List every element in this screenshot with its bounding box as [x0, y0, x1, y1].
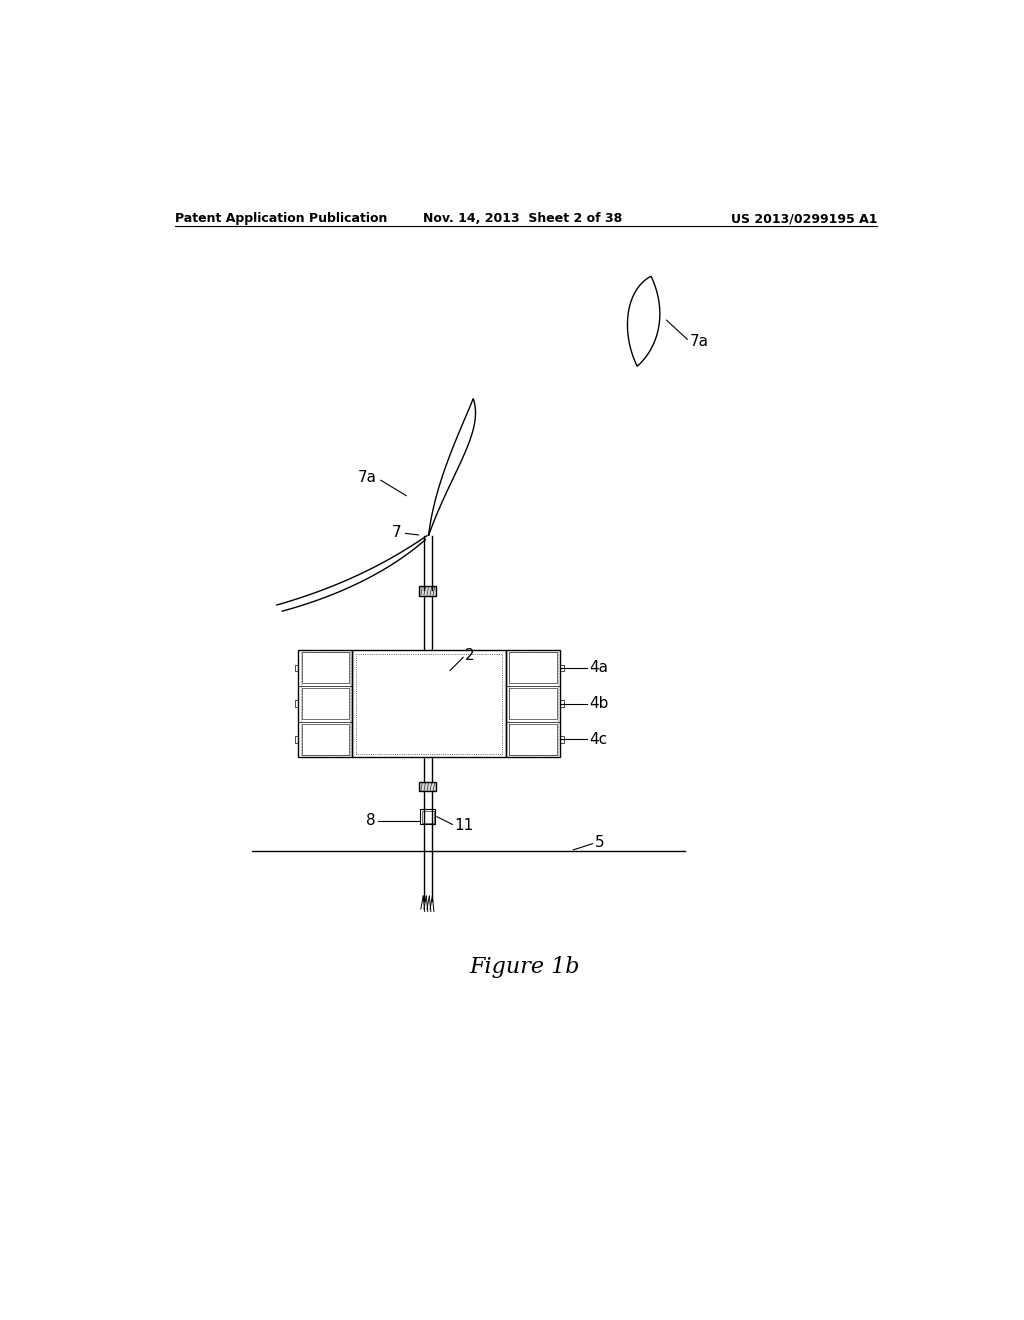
Bar	[298, 649, 352, 758]
Text: Nov. 14, 2013  Sheet 2 of 38: Nov. 14, 2013 Sheet 2 of 38	[423, 213, 623, 226]
Bar	[352, 649, 506, 758]
Text: 7a: 7a	[689, 334, 709, 350]
Bar	[560, 664, 564, 671]
Bar	[420, 809, 435, 825]
Bar	[356, 653, 503, 754]
Text: US 2013/0299195 A1: US 2013/0299195 A1	[731, 213, 878, 226]
Bar	[509, 652, 558, 755]
Bar	[295, 701, 298, 706]
Text: 4a: 4a	[590, 660, 608, 675]
Bar	[419, 781, 436, 792]
Text: 8: 8	[366, 813, 376, 828]
Bar	[301, 723, 349, 755]
Text: 5: 5	[595, 834, 604, 850]
Bar	[509, 688, 557, 719]
Text: 11: 11	[454, 818, 473, 833]
Text: Patent Application Publication: Patent Application Publication	[175, 213, 388, 226]
Text: 7: 7	[392, 525, 401, 540]
Bar	[560, 737, 564, 743]
Bar	[506, 649, 560, 758]
Bar	[295, 664, 298, 671]
Text: 7a: 7a	[358, 470, 377, 486]
Bar	[419, 586, 436, 595]
Bar	[509, 723, 557, 755]
Text: Figure 1b: Figure 1b	[470, 956, 580, 978]
Bar	[509, 652, 557, 684]
Text: 4c: 4c	[590, 733, 607, 747]
Bar	[295, 737, 298, 743]
Bar	[301, 688, 349, 719]
Bar	[560, 701, 564, 706]
Bar	[301, 652, 349, 684]
Bar	[301, 652, 350, 755]
Text: 2: 2	[465, 648, 474, 663]
Bar	[422, 810, 434, 822]
Text: 4b: 4b	[590, 696, 609, 711]
